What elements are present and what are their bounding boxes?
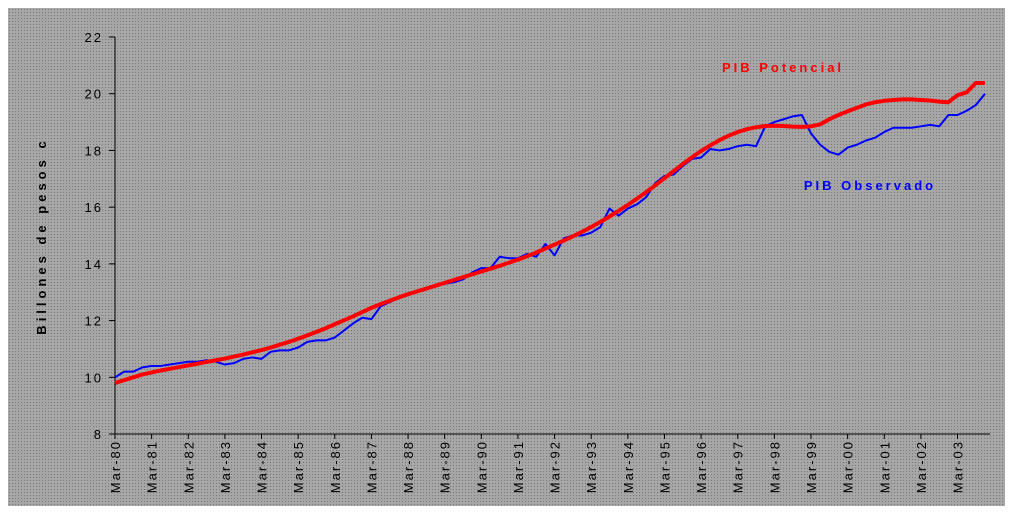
x-tick-label: Mar-98 xyxy=(767,440,782,493)
x-tick-label: Mar-92 xyxy=(548,440,563,493)
series-line xyxy=(114,80,985,385)
x-tick-label: Mar-82 xyxy=(181,440,196,493)
x-tick-label: Mar-89 xyxy=(438,440,453,493)
y-axis-title: Billones de pesos c xyxy=(34,137,49,334)
y-tick-label: 22 xyxy=(85,30,103,45)
y-tick-label: 10 xyxy=(85,370,103,385)
x-tick-label: Mar-95 xyxy=(657,440,672,493)
x-tick-label: Mar-91 xyxy=(511,440,526,493)
x-tick-label: Mar-02 xyxy=(914,440,929,493)
x-tick-label: Mar-87 xyxy=(364,440,379,493)
x-tick-label: Mar-94 xyxy=(621,440,636,493)
y-tick-label: 8 xyxy=(94,427,103,442)
x-tick-label: Mar-86 xyxy=(328,440,343,493)
x-tick-label: Mar-84 xyxy=(255,440,270,493)
x-tick-label: Mar-88 xyxy=(401,440,416,493)
x-tick-label: Mar-03 xyxy=(951,440,966,493)
x-tick-label: Mar-00 xyxy=(841,440,856,493)
y-tick-label: 12 xyxy=(85,314,103,329)
y-tick-label: 18 xyxy=(85,143,103,158)
y-tick-label: 20 xyxy=(85,87,103,102)
x-tick-label: Mar-96 xyxy=(694,440,709,493)
x-tick-label: Mar-93 xyxy=(584,440,599,493)
series-line xyxy=(114,93,986,379)
x-tick-label: Mar-80 xyxy=(108,440,123,493)
series-label: PIB Potencial xyxy=(722,60,844,75)
y-tick-label: 16 xyxy=(85,200,103,215)
x-tick-label: Mar-85 xyxy=(291,440,306,493)
x-tick-label: Mar-99 xyxy=(804,440,819,493)
x-tick-label: Mar-83 xyxy=(218,440,233,493)
y-tick-label: 14 xyxy=(85,257,103,272)
x-tick-label: Mar-81 xyxy=(145,440,160,493)
series-label: PIB Observado xyxy=(804,178,936,193)
x-tick-label: Mar-01 xyxy=(877,440,892,493)
x-tick-label: Mar-97 xyxy=(731,440,746,493)
x-tick-label: Mar-90 xyxy=(474,440,489,493)
